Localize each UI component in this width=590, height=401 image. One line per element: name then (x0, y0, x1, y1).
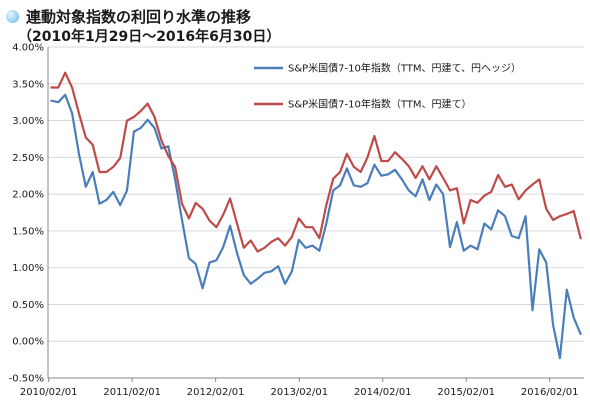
x-tick-label: 2015/02/01 (437, 387, 495, 398)
y-tick-label: 1.00% (12, 263, 44, 274)
axes (47, 47, 584, 382)
series-lines (50, 71, 582, 360)
legend: S&P米国債7-10年指数（TTM、円建て、円ヘッジ） S&P米国債7-10年指数… (254, 62, 521, 111)
x-tick-label: 2011/02/01 (103, 387, 161, 398)
y-tick-label: 3.50% (12, 79, 44, 90)
x-tick-label: 2016/02/01 (521, 387, 579, 398)
y-tick-label: -0.50% (9, 374, 44, 385)
y-tick-label: 1.50% (12, 226, 44, 237)
x-tick-label: 2014/02/01 (354, 387, 412, 398)
y-tick-label: 0.00% (12, 337, 44, 348)
gridlines (48, 46, 584, 379)
legend-label-2: S&P米国債7-10年指数（TTM、円建て） (288, 98, 472, 111)
legend-label-1: S&P米国債7-10年指数（TTM、円建て、円ヘッジ） (288, 62, 521, 75)
chart-subtitle: （2010年1月29日～2016年6月30日） (18, 29, 281, 45)
y-tick-label: 4.00% (12, 43, 44, 54)
bullet-circle-icon (6, 10, 19, 23)
x-tick-label: 2012/02/01 (187, 387, 245, 398)
series-line-1 (50, 93, 582, 360)
chart-title: 連動対象指数の利回り水準の推移 (26, 8, 252, 26)
y-tick-label: 0.50% (12, 300, 44, 311)
series-line-2 (50, 71, 582, 253)
x-axis-tick-labels: 2010/02/01 2011/02/01 2012/02/01 2013/02/01… (20, 387, 579, 398)
x-tick-label: 2013/02/01 (270, 387, 328, 398)
y-tick-label: 2.50% (12, 153, 44, 164)
y-tick-label: 2.00% (12, 190, 44, 201)
y-axis-tick-labels: 4.00% 3.50% 3.00% 2.50% 2.00% 1.50% 1.00% 0.50%… (9, 43, 44, 385)
y-tick-label: 3.00% (12, 116, 44, 127)
x-tick-label: 2010/02/01 (20, 387, 78, 398)
